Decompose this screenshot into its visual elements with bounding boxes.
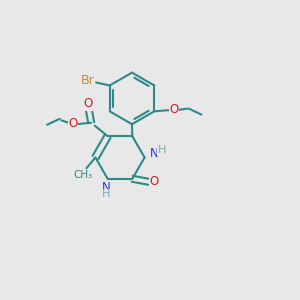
Text: N: N xyxy=(102,181,111,194)
Text: N: N xyxy=(150,147,159,161)
Text: O: O xyxy=(169,103,178,116)
Text: O: O xyxy=(84,97,93,110)
Text: H: H xyxy=(158,145,166,155)
Text: H: H xyxy=(102,189,110,200)
Text: O: O xyxy=(69,117,78,130)
Text: CH₃: CH₃ xyxy=(74,170,93,181)
Text: Br: Br xyxy=(80,74,94,87)
Text: O: O xyxy=(150,175,159,188)
